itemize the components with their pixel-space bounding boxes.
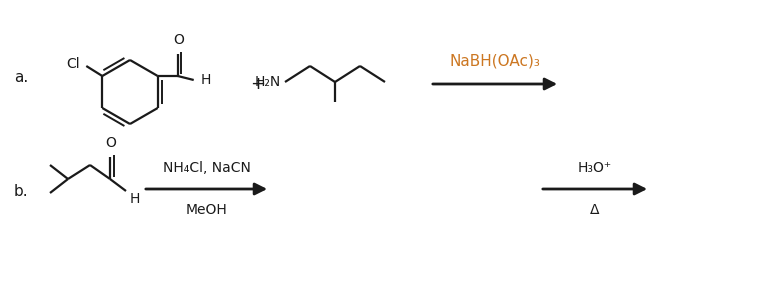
Text: H₃O⁺: H₃O⁺	[578, 161, 612, 175]
Text: +: +	[251, 75, 266, 93]
Text: O: O	[105, 136, 116, 150]
Text: H: H	[130, 192, 141, 206]
Text: Cl: Cl	[66, 57, 80, 71]
Text: H₂N: H₂N	[255, 75, 281, 89]
Text: b.: b.	[14, 185, 29, 199]
Text: H: H	[201, 73, 211, 87]
Text: a.: a.	[14, 69, 28, 84]
Text: Δ: Δ	[590, 203, 600, 217]
Text: NH₄Cl, NaCN: NH₄Cl, NaCN	[162, 161, 251, 175]
Text: NaBH(OAc)₃: NaBH(OAc)₃	[450, 53, 540, 68]
Text: O: O	[173, 33, 184, 47]
Text: MeOH: MeOH	[186, 203, 227, 217]
